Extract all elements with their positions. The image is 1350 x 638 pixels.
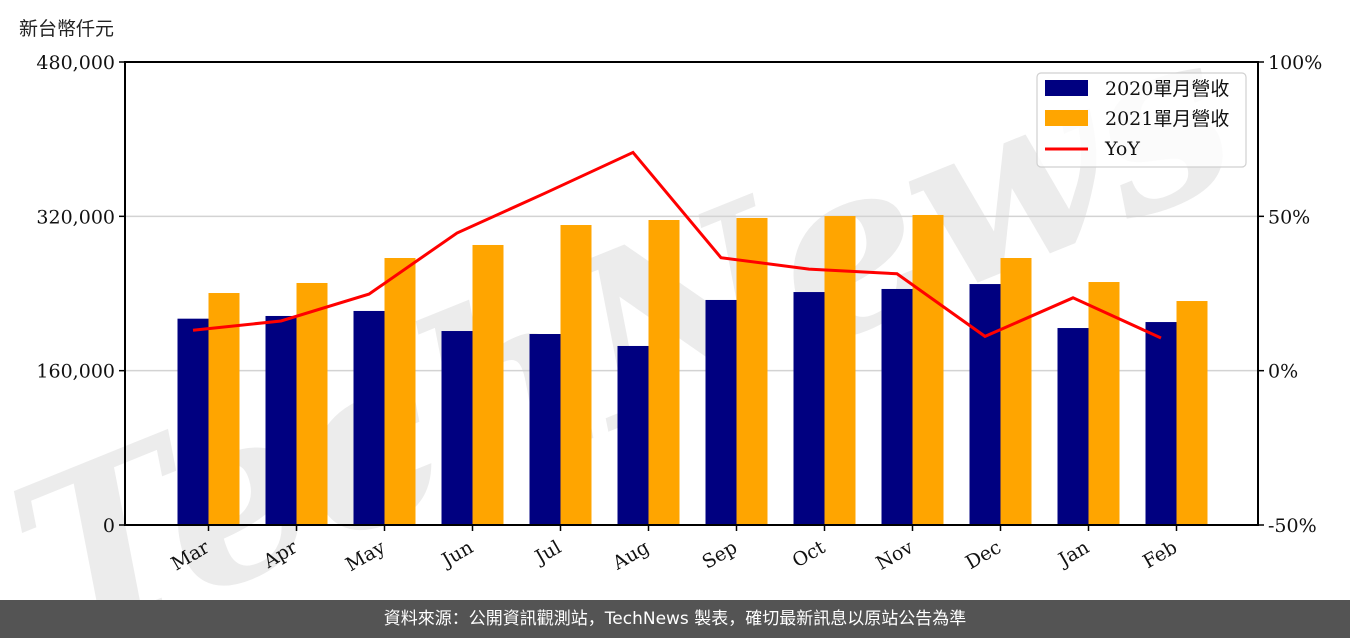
bar-2020 [617,345,649,525]
legend-label-2021: 2021單月營收 [1105,108,1229,130]
y-tick-label-left: 160,000 [36,361,115,383]
bar-2021 [1000,258,1032,525]
x-tick-label: Feb [1139,536,1181,573]
bar-2020 [265,315,297,525]
x-tick-label: Aug [608,536,653,575]
bar-2020 [529,334,561,525]
x-tick-label: Jul [530,536,565,569]
bar-2021 [560,225,592,525]
bar-2021 [736,217,768,525]
revenue-chart: TechNews 0160,000320,000480,000-50%0%50%… [0,0,1322,600]
bar-2021 [208,293,240,525]
bar-2020 [881,288,913,525]
bar-2020 [441,331,473,525]
bar-2020 [793,292,825,525]
bar-2020 [353,310,385,525]
legend-label-2020: 2020單月營收 [1105,78,1229,100]
legend-swatch-2021 [1045,110,1088,126]
bar-2020 [177,318,209,525]
bar-2021 [296,282,328,525]
y-tick-label-left: 320,000 [36,206,115,228]
bar-2020 [705,299,737,525]
y-tick-label-right: 0% [1268,361,1298,383]
yoy-line [192,150,1162,340]
bar-2021 [1088,282,1120,525]
y-tick-label-right: 50% [1268,206,1310,228]
bar-2021 [824,216,856,526]
bar-2020 [1145,322,1177,525]
x-tick-label: Sep [698,536,741,573]
x-tick-label: Oct [789,536,830,572]
bar-2020 [1057,328,1089,525]
bar-2021 [384,258,416,525]
yoy-polyline [192,150,1162,340]
legend: 2020單月營收 2021單月營收 YoY [1036,72,1247,168]
bar-2020 [969,284,1001,525]
y-axis-unit-label: 新台幣仟元 [19,18,115,40]
y-tick-label-left: 0 [103,515,115,537]
y-tick-label-right: -50% [1268,515,1317,537]
bar-2021 [912,214,944,525]
legend-label-yoy: YoY [1104,138,1140,160]
x-tick-label: Dec [962,536,1005,574]
bars [177,214,1208,526]
bar-2021 [1176,301,1208,525]
bar-2021 [648,219,680,525]
x-tick-label: Jan [1053,536,1093,572]
y-tick-label-left: 480,000 [36,52,115,74]
x-tick-label: Nov [872,536,917,575]
bar-2021 [472,244,504,526]
plot-frame [124,61,1259,526]
legend-swatch-2020 [1045,80,1088,96]
legend-box [1036,72,1247,168]
y-tick-label-right: 100% [1268,52,1322,74]
source-footer: 資料來源：公開資訊觀測站，TechNews 製表，確切最新訊息以原站公告為準 [0,600,1350,638]
